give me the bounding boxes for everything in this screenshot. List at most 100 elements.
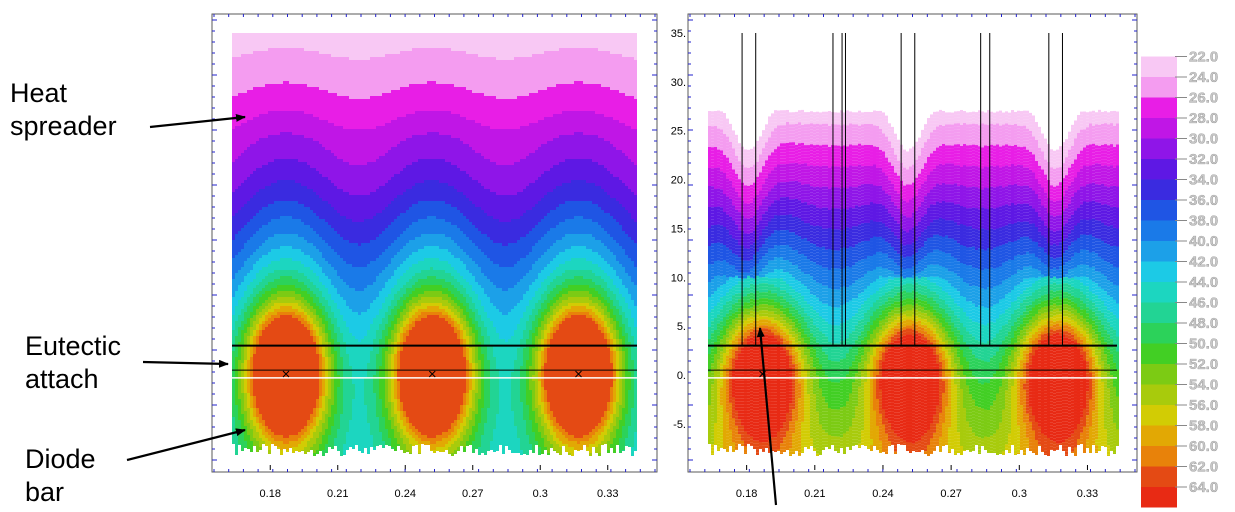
field-cell [298, 123, 301, 126]
field-cell [301, 288, 304, 291]
field-cell [232, 90, 235, 93]
field-cell [256, 90, 259, 93]
field-cell [265, 267, 268, 270]
field-cell [235, 75, 238, 78]
field-cell [265, 183, 268, 186]
field-cell [295, 144, 298, 147]
field-cell [289, 426, 292, 429]
field-cell [244, 216, 247, 219]
field-cell [253, 63, 256, 66]
field-cell [262, 252, 265, 255]
field-cell [241, 318, 244, 321]
field-cell [244, 384, 247, 387]
field-cell [286, 357, 289, 360]
field-cell [238, 366, 241, 369]
field-cell [232, 183, 235, 186]
field-cell [304, 390, 307, 393]
field-cell [259, 36, 262, 39]
field-cell [292, 243, 295, 246]
field-cell [292, 402, 295, 405]
field-cell [262, 258, 265, 261]
field-cell [247, 186, 250, 189]
field-cell [304, 303, 307, 306]
field-cell [304, 165, 307, 168]
field-cell [241, 354, 244, 357]
field-cell [268, 213, 271, 216]
field-cell [238, 234, 241, 237]
field-cell [280, 234, 283, 237]
field-cell [247, 120, 250, 123]
field-cell [268, 246, 271, 249]
field-cell [292, 393, 295, 396]
field-cell [283, 153, 286, 156]
field-cell [301, 114, 304, 117]
field-cell [235, 72, 238, 75]
field-cell [262, 33, 265, 36]
field-cell [244, 105, 247, 108]
field-cell [295, 270, 298, 273]
field-cell [283, 324, 286, 327]
field-cell [292, 357, 295, 360]
field-cell [283, 423, 286, 426]
field-cell [298, 72, 301, 75]
field-cell [241, 276, 244, 279]
field-cell [268, 162, 271, 165]
field-cell [295, 150, 298, 153]
field-cell [265, 342, 268, 345]
field-cell [247, 222, 250, 225]
field-cell [277, 72, 280, 75]
field-cell [259, 57, 262, 60]
field-cell [247, 333, 250, 336]
field-cell [292, 237, 295, 240]
field-cell [232, 336, 235, 339]
field-cell [283, 216, 286, 219]
field-cell [232, 72, 235, 75]
field-cell [292, 84, 295, 87]
field-cell [304, 312, 307, 315]
field-cell [232, 69, 235, 72]
field-cell [256, 159, 259, 162]
field-cell [277, 156, 280, 159]
field-cell [286, 414, 289, 417]
field-cell [289, 213, 292, 216]
field-cell [274, 405, 277, 408]
field-cell [238, 120, 241, 123]
field-cell [232, 228, 235, 231]
field-cell [241, 141, 244, 144]
field-cell [235, 405, 238, 408]
field-cell [304, 246, 307, 249]
field-cell [295, 117, 298, 120]
field-cell [301, 264, 304, 267]
field-cell [298, 336, 301, 339]
field-cell [298, 309, 301, 312]
field-cell [232, 135, 235, 138]
field-cell [292, 171, 295, 174]
field-cell [232, 93, 235, 96]
field-cell [301, 189, 304, 192]
field-cell [283, 306, 286, 309]
field-cell [277, 192, 280, 195]
field-cell [235, 84, 238, 87]
field-cell [235, 201, 238, 204]
field-cell [262, 126, 265, 129]
field-cell [262, 381, 265, 384]
field-cell [250, 165, 253, 168]
field-cell [283, 342, 286, 345]
field-cell [238, 405, 241, 408]
field-cell [256, 39, 259, 42]
field-cell [265, 186, 268, 189]
field-cell [292, 90, 295, 93]
field-cell [274, 228, 277, 231]
field-cell [289, 402, 292, 405]
field-cell [253, 312, 256, 315]
field-cell [286, 123, 289, 126]
field-cell [271, 132, 274, 135]
field-cell [292, 315, 295, 318]
field-cell [292, 78, 295, 81]
field-cell [253, 414, 256, 417]
field-cell [235, 99, 238, 102]
field-cell [247, 216, 250, 219]
field-cell [286, 117, 289, 120]
field-cell [244, 363, 247, 366]
field-cell [256, 432, 259, 435]
